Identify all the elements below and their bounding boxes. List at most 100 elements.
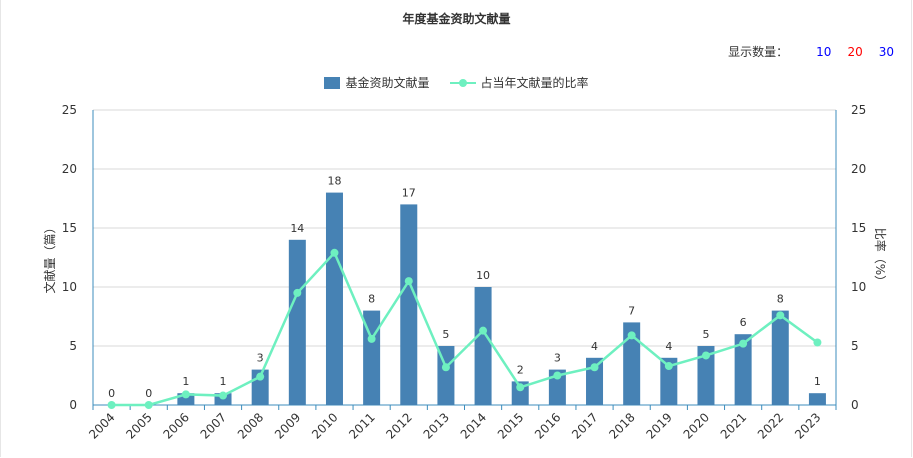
x-tick-label: 2007 — [198, 410, 229, 441]
bar — [734, 334, 752, 405]
x-tick-label: 2017 — [569, 410, 600, 441]
bar — [623, 322, 641, 405]
bar-data-label: 5 — [442, 328, 449, 341]
y-left-tick-label: 10 — [62, 280, 77, 294]
x-tick-label: 2009 — [272, 410, 303, 441]
legend-bar-label: 基金资助文献量 — [345, 76, 430, 90]
x-tick-label: 2011 — [346, 410, 377, 441]
page-size-option-30[interactable]: 30 — [878, 44, 894, 59]
ratio-line — [111, 250, 819, 407]
bar — [437, 346, 455, 405]
bar — [511, 381, 529, 405]
bar — [177, 393, 195, 405]
bar-data-label: 0 — [108, 387, 115, 400]
bar-data-label: 1 — [814, 375, 821, 388]
bar-data-label: 1 — [182, 375, 189, 388]
y-left-tick-label: 0 — [69, 398, 77, 412]
bar-data-label: 3 — [554, 352, 561, 365]
bar — [808, 393, 826, 405]
bar-data-label: 2 — [517, 363, 524, 376]
ratio-point — [553, 371, 562, 380]
ratio-point — [256, 372, 265, 381]
ratio-point — [181, 390, 190, 399]
y-right-tick-label: 25 — [851, 103, 866, 117]
bar — [771, 310, 789, 405]
bar — [400, 204, 418, 405]
legend-line-label: 占当年文献量的比率 — [480, 76, 589, 90]
y-right-tick-label: 20 — [851, 162, 866, 176]
bar — [474, 287, 492, 405]
ratio-point — [293, 288, 302, 297]
bar-data-label: 3 — [257, 352, 264, 365]
ratio-point — [479, 326, 488, 335]
chart-title: 年度基金资助文献量 — [402, 12, 511, 26]
bar-data-label: 4 — [591, 340, 598, 353]
ratio-point — [107, 401, 116, 409]
x-tick-label: 2020 — [681, 410, 712, 441]
ratio-point — [590, 363, 599, 372]
bar-data-label: 6 — [740, 316, 747, 329]
bar — [697, 346, 715, 405]
x-tick-label: 2022 — [755, 410, 786, 441]
bar — [548, 369, 566, 405]
x-tick-label: 2016 — [532, 410, 563, 441]
x-tick-label: 2012 — [383, 410, 414, 441]
ratio-point — [144, 401, 153, 409]
x-tick-label: 2021 — [718, 410, 749, 441]
legend-bar-swatch — [324, 76, 341, 89]
bar-data-label: 10 — [476, 269, 490, 282]
bar — [586, 357, 604, 405]
bar — [325, 192, 343, 405]
ratio-point — [627, 331, 636, 340]
bar — [288, 239, 306, 405]
x-tick-label: 2019 — [643, 410, 674, 441]
legend-item-line-series[interactable]: 占当年文献量的比率 — [449, 74, 589, 91]
y-left-tick-label: 20 — [62, 162, 77, 176]
ratio-point — [664, 362, 673, 371]
y-left-tick-label: 25 — [62, 103, 77, 117]
y-axis-right-title: 比率（%） — [873, 228, 888, 287]
page-size-option-10[interactable]: 10 — [816, 44, 832, 59]
bar-data-label: 18 — [327, 175, 341, 188]
y-left-tick-label: 15 — [62, 221, 77, 235]
bar-data-label: 17 — [402, 186, 416, 199]
ratio-point — [813, 338, 822, 347]
chart-legend: 基金资助文献量 占当年文献量的比率 — [0, 74, 913, 91]
ratio-point — [776, 311, 785, 320]
ratio-point — [516, 383, 525, 392]
y-right-tick-label: 15 — [851, 221, 866, 235]
ratio-point — [404, 277, 413, 286]
y-right-tick-label: 5 — [851, 339, 859, 353]
bar-data-label: 0 — [145, 387, 152, 400]
page-size-option-20[interactable]: 20 — [847, 44, 863, 59]
legend-item-bar-series[interactable]: 基金资助文献量 — [324, 74, 430, 91]
x-tick-label: 2014 — [458, 410, 489, 441]
bar-data-label: 5 — [702, 328, 709, 341]
ratio-point — [701, 351, 710, 360]
bar-data-label: 8 — [368, 293, 375, 306]
ratio-point — [739, 339, 748, 348]
x-tick-label: 2023 — [792, 410, 823, 441]
ratio-point — [367, 334, 376, 343]
x-tick-label: 2013 — [421, 410, 452, 441]
y-left-tick-label: 5 — [69, 339, 77, 353]
ratio-point — [441, 363, 450, 372]
x-tick-label: 2006 — [160, 410, 191, 441]
x-tick-label: 2010 — [309, 410, 340, 441]
bar-data-label: 8 — [777, 293, 784, 306]
legend-line-swatch — [449, 78, 476, 87]
bar-data-label: 4 — [665, 340, 672, 353]
bar-data-label: 7 — [628, 304, 635, 317]
y-right-tick-label: 0 — [851, 398, 859, 412]
bar-data-label: 1 — [220, 375, 227, 388]
x-tick-label: 2005 — [123, 410, 154, 441]
x-tick-label: 2018 — [606, 410, 637, 441]
y-right-tick-label: 10 — [851, 280, 866, 294]
x-tick-label: 2008 — [235, 410, 266, 441]
page-size-selector: 显示数量： 10 20 30 — [728, 43, 894, 60]
x-tick-label: 2015 — [495, 410, 526, 441]
page-size-label: 显示数量： — [728, 45, 789, 59]
bar — [660, 357, 678, 405]
